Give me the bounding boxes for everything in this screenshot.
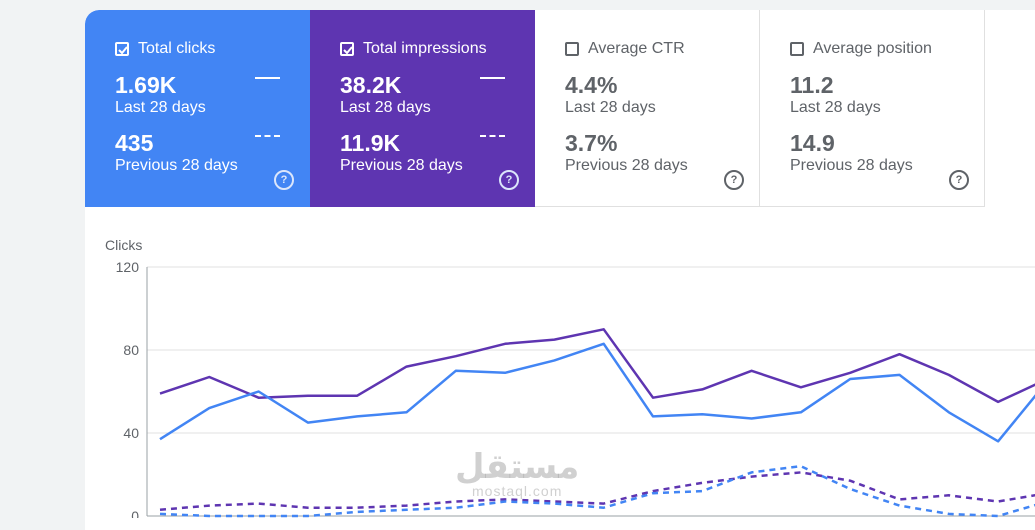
period-label-previous: Previous 28 days xyxy=(340,157,463,174)
legend-dashed-line xyxy=(255,135,280,137)
check-icon xyxy=(343,46,353,55)
checkbox-average-position[interactable] xyxy=(790,42,804,56)
legend-solid-line xyxy=(255,77,280,79)
card-header: Total impressions xyxy=(340,40,487,58)
card-title: Total impressions xyxy=(363,40,487,57)
metric-value-previous: 14.9 xyxy=(790,130,835,156)
card-title: Average position xyxy=(813,40,932,57)
series-line-0 xyxy=(159,328,1035,404)
y-tick-label: 120 xyxy=(116,259,140,275)
metric-value-previous: 3.7% xyxy=(565,130,618,156)
legend-dashed-line xyxy=(480,135,505,137)
watermark-logo: مستقل mostaql.com xyxy=(455,450,579,498)
period-label-previous: Previous 28 days xyxy=(790,157,913,174)
checkbox-total-impressions[interactable] xyxy=(340,42,354,56)
period-label-current: Last 28 days xyxy=(115,99,206,116)
y-tick-label: 80 xyxy=(123,342,139,358)
metric-value-current: 4.4% xyxy=(565,72,618,98)
help-icon[interactable]: ? xyxy=(724,170,744,190)
card-header: Total clicks xyxy=(115,40,215,58)
help-icon[interactable]: ? xyxy=(949,170,969,190)
watermark-url: mostaql.com xyxy=(472,483,563,499)
card-total-impressions[interactable]: Total impressions 38.2K Last 28 days 11.… xyxy=(310,10,535,207)
metric-value-current: 11.2 xyxy=(790,72,834,98)
metric-value-current: 1.69K xyxy=(115,72,177,98)
card-header: Average position xyxy=(790,40,932,58)
chart-svg: Clicks 0 40 80 120 xyxy=(105,237,1035,524)
period-label-previous: Previous 28 days xyxy=(115,157,238,174)
metric-value-current: 38.2K xyxy=(340,72,402,98)
performance-panel: Total clicks 1.69K Last 28 days 435 Prev… xyxy=(85,10,1035,530)
series-line-3 xyxy=(159,464,1035,518)
period-label-previous: Previous 28 days xyxy=(565,157,688,174)
metric-value-previous: 435 xyxy=(115,130,154,156)
checkbox-average-ctr[interactable] xyxy=(565,42,579,56)
period-label-current: Last 28 days xyxy=(790,99,881,116)
card-average-position[interactable]: Average position 11.2 Last 28 days 14.9 … xyxy=(760,10,985,207)
card-total-clicks[interactable]: Total clicks 1.69K Last 28 days 435 Prev… xyxy=(85,10,310,207)
card-title: Average CTR xyxy=(588,40,685,57)
card-header: Average CTR xyxy=(565,40,685,58)
checkbox-total-clicks[interactable] xyxy=(115,42,129,56)
y-tick-label: 40 xyxy=(123,425,139,441)
watermark-text: مستقل xyxy=(455,448,580,486)
metric-value-previous: 11.9K xyxy=(340,130,401,156)
clicks-chart: Clicks 0 40 80 120 xyxy=(85,197,1035,524)
y-tick-label: 0 xyxy=(131,508,139,518)
help-icon[interactable]: ? xyxy=(499,170,519,190)
legend-solid-line xyxy=(480,77,505,79)
period-label-current: Last 28 days xyxy=(340,99,431,116)
metric-cards: Total clicks 1.69K Last 28 days 435 Prev… xyxy=(85,10,985,207)
y-axis-label: Clicks xyxy=(105,237,142,253)
card-title: Total clicks xyxy=(138,40,216,57)
series-line-1 xyxy=(159,342,1035,443)
period-label-current: Last 28 days xyxy=(565,99,656,116)
series-line-2 xyxy=(159,471,1035,512)
card-average-ctr[interactable]: Average CTR 4.4% Last 28 days 3.7% Previ… xyxy=(535,10,760,207)
check-icon xyxy=(118,46,128,55)
help-icon[interactable]: ? xyxy=(274,170,294,190)
